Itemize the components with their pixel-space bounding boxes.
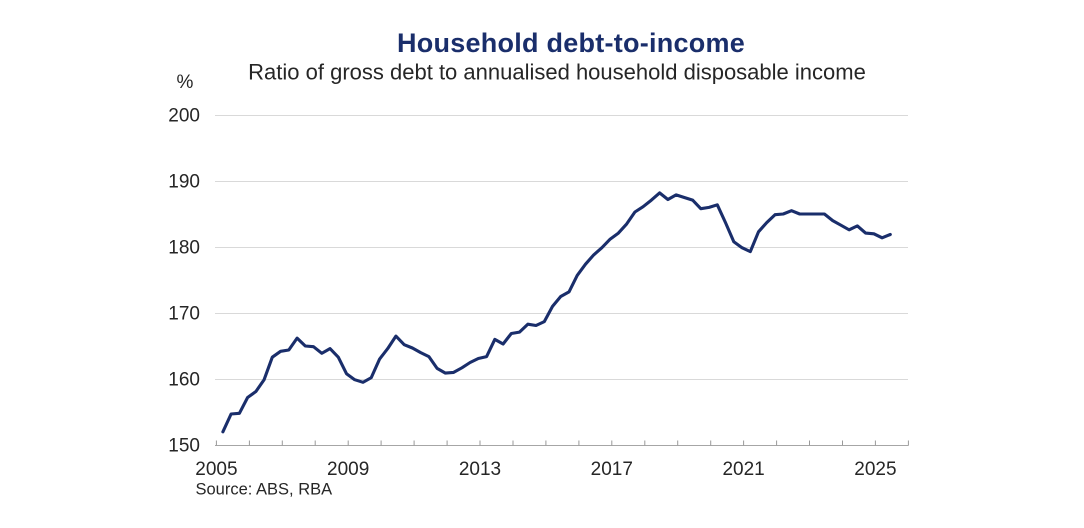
svg-text:2025: 2025 bbox=[854, 459, 896, 480]
svg-text:Household debt-to-income: Household debt-to-income bbox=[397, 28, 745, 58]
svg-text:170: 170 bbox=[168, 304, 200, 325]
svg-text:2005: 2005 bbox=[195, 459, 237, 480]
svg-text:2017: 2017 bbox=[591, 459, 633, 480]
svg-text:%: % bbox=[177, 72, 194, 93]
svg-text:Ratio of gross debt to annuali: Ratio of gross debt to annualised househ… bbox=[248, 60, 866, 85]
svg-text:160: 160 bbox=[168, 370, 200, 391]
svg-text:190: 190 bbox=[168, 172, 200, 193]
svg-text:Source: ABS, RBA: Source: ABS, RBA bbox=[196, 481, 333, 499]
svg-text:2009: 2009 bbox=[327, 459, 369, 480]
svg-text:200: 200 bbox=[168, 106, 200, 127]
svg-text:2021: 2021 bbox=[722, 459, 764, 480]
svg-text:180: 180 bbox=[168, 238, 200, 259]
svg-text:2013: 2013 bbox=[459, 459, 501, 480]
svg-text:150: 150 bbox=[168, 436, 200, 457]
